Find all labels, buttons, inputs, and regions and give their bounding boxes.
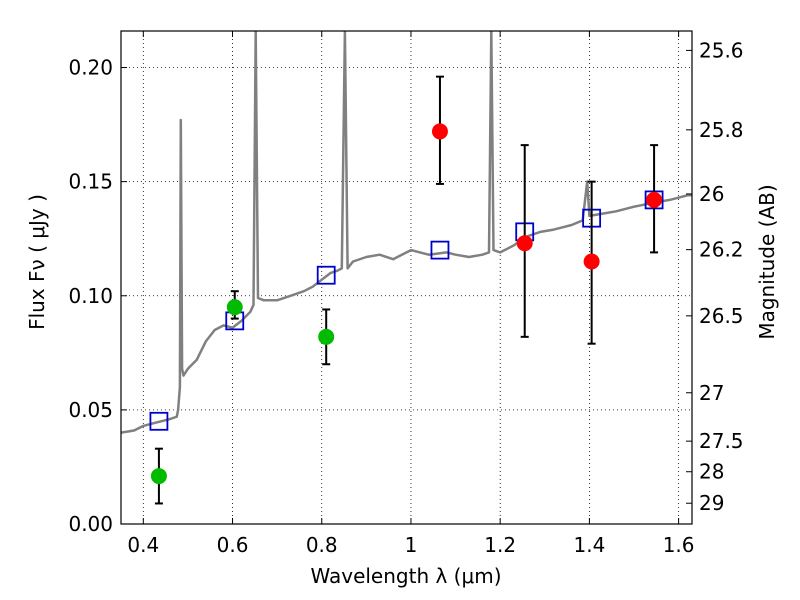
observed-flux-point <box>583 253 600 270</box>
model-photometry-square <box>430 240 450 260</box>
right-tick-label: 25.6 <box>699 38 744 62</box>
observed-flux-point <box>431 123 448 140</box>
observed-flux-point <box>318 328 335 345</box>
right-axis-label: Magnitude (AB) <box>755 184 779 339</box>
right-tick-label: 27 <box>699 381 724 405</box>
right-tick-label: 27.5 <box>699 429 744 453</box>
right-tick-label: 29 <box>699 491 724 515</box>
x-axis-label: Wavelength λ (μm) <box>310 564 501 588</box>
model-photometry-square <box>316 265 336 285</box>
y-tick-label: 0.10 <box>68 284 113 308</box>
x-tick-label: 1 <box>405 533 418 557</box>
right-tick-label: 25.8 <box>699 118 744 142</box>
x-tick-label: 0.8 <box>306 533 338 557</box>
x-tick-label: 0.4 <box>127 533 159 557</box>
right-tick-label: 28 <box>699 460 724 484</box>
plot-area <box>121 31 692 505</box>
x-tick-label: 1.6 <box>663 533 695 557</box>
y-tick-label: 0.20 <box>68 56 113 80</box>
observed-flux-point <box>226 299 243 316</box>
x-tick-label: 1.4 <box>573 533 605 557</box>
right-tick-label: 26 <box>699 182 724 206</box>
axis-ticks: 0.4 0.6 0.8 1 1.2 1.4 1.6 0.00 0.05 0.10 0.15 0.20 2… <box>68 31 744 557</box>
x-tick-label: 0.6 <box>217 533 249 557</box>
observed-flux-point <box>516 235 533 252</box>
plot-frame <box>120 30 693 525</box>
observed-flux-point <box>150 468 167 485</box>
template-spectrum-line <box>121 31 692 434</box>
model-photometry-square <box>149 411 169 431</box>
y-tick-label: 0.15 <box>68 170 113 194</box>
x-tick-label: 1.2 <box>484 533 516 557</box>
y-tick-label: 0.05 <box>68 398 113 422</box>
observed-flux-point <box>646 191 663 208</box>
y-axis-label: Flux Fν ( μJy ) <box>25 194 49 330</box>
right-tick-label: 26.5 <box>699 304 744 328</box>
y-tick-label: 0.00 <box>68 512 113 536</box>
right-tick-label: 26.2 <box>699 238 744 262</box>
